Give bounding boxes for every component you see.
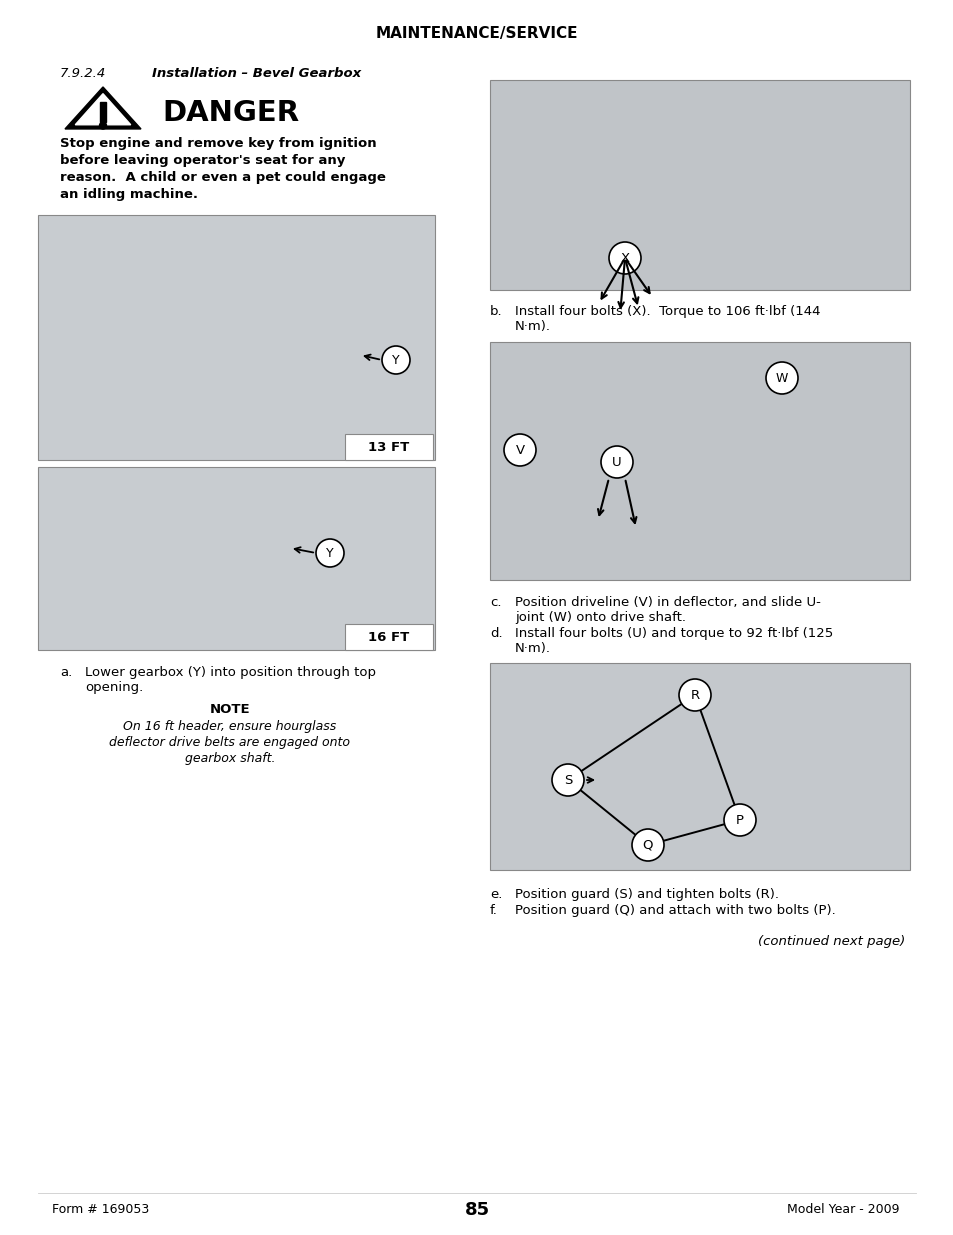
Circle shape (679, 679, 710, 711)
Text: V: V (515, 443, 524, 457)
Circle shape (503, 433, 536, 466)
Text: 7.9.2.4: 7.9.2.4 (60, 67, 106, 79)
Text: MAINTENANCE/SERVICE: MAINTENANCE/SERVICE (375, 26, 578, 41)
FancyBboxPatch shape (490, 80, 909, 290)
Circle shape (381, 346, 410, 374)
Text: Lower gearbox (Y) into position through top: Lower gearbox (Y) into position through … (85, 666, 375, 679)
Circle shape (99, 122, 107, 130)
Text: Install four bolts (X).  Torque to 106 ft·lbf (144: Install four bolts (X). Torque to 106 ft… (515, 305, 820, 317)
Text: reason.  A child or even a pet could engage: reason. A child or even a pet could enga… (60, 170, 385, 184)
Text: Q: Q (642, 839, 653, 851)
Polygon shape (65, 86, 141, 128)
Circle shape (608, 242, 640, 274)
Text: U: U (612, 456, 621, 468)
Text: an idling machine.: an idling machine. (60, 188, 198, 200)
Text: N·m).: N·m). (515, 642, 551, 655)
FancyBboxPatch shape (345, 433, 433, 459)
FancyBboxPatch shape (345, 624, 433, 650)
Text: Stop engine and remove key from ignition: Stop engine and remove key from ignition (60, 137, 376, 149)
Text: f.: f. (490, 904, 497, 918)
Text: N·m).: N·m). (515, 320, 551, 333)
Text: b.: b. (490, 305, 502, 317)
Text: joint (W) onto drive shaft.: joint (W) onto drive shaft. (515, 611, 685, 624)
FancyBboxPatch shape (490, 342, 909, 580)
Text: P: P (735, 814, 743, 826)
Text: X: X (619, 252, 629, 264)
Text: opening.: opening. (85, 680, 143, 694)
Text: before leaving operator's seat for any: before leaving operator's seat for any (60, 153, 345, 167)
Text: e.: e. (490, 888, 502, 902)
Text: Position guard (Q) and attach with two bolts (P).: Position guard (Q) and attach with two b… (515, 904, 835, 918)
Text: NOTE: NOTE (210, 703, 250, 716)
FancyBboxPatch shape (38, 467, 435, 650)
Text: W: W (775, 372, 787, 384)
Circle shape (631, 829, 663, 861)
Text: S: S (563, 773, 572, 787)
FancyBboxPatch shape (38, 215, 435, 459)
Text: DANGER: DANGER (162, 99, 299, 127)
Text: Position guard (S) and tighten bolts (R).: Position guard (S) and tighten bolts (R)… (515, 888, 779, 902)
Text: Y: Y (326, 547, 334, 559)
Polygon shape (75, 94, 131, 125)
Text: Position driveline (V) in deflector, and slide U-: Position driveline (V) in deflector, and… (515, 597, 820, 609)
Text: 13 FT: 13 FT (368, 441, 409, 453)
Text: R: R (690, 688, 699, 701)
Circle shape (552, 764, 583, 797)
Text: (continued next page): (continued next page) (757, 935, 904, 948)
Text: Installation – Bevel Gearbox: Installation – Bevel Gearbox (152, 67, 361, 79)
Text: Model Year - 2009: Model Year - 2009 (786, 1203, 899, 1216)
Text: Form # 169053: Form # 169053 (52, 1203, 149, 1216)
Text: Install four bolts (U) and torque to 92 ft·lbf (125: Install four bolts (U) and torque to 92 … (515, 627, 832, 640)
Text: 16 FT: 16 FT (368, 631, 409, 643)
FancyBboxPatch shape (100, 103, 106, 122)
FancyBboxPatch shape (490, 663, 909, 869)
Text: 85: 85 (464, 1200, 489, 1219)
Text: Y: Y (392, 353, 399, 367)
Text: a.: a. (60, 666, 72, 679)
Circle shape (723, 804, 755, 836)
Text: gearbox shaft.: gearbox shaft. (185, 752, 275, 764)
Text: d.: d. (490, 627, 502, 640)
Circle shape (600, 446, 633, 478)
Text: On 16 ft header, ensure hourglass: On 16 ft header, ensure hourglass (123, 720, 336, 734)
Circle shape (765, 362, 797, 394)
Text: deflector drive belts are engaged onto: deflector drive belts are engaged onto (110, 736, 350, 748)
Text: c.: c. (490, 597, 501, 609)
Circle shape (315, 538, 344, 567)
